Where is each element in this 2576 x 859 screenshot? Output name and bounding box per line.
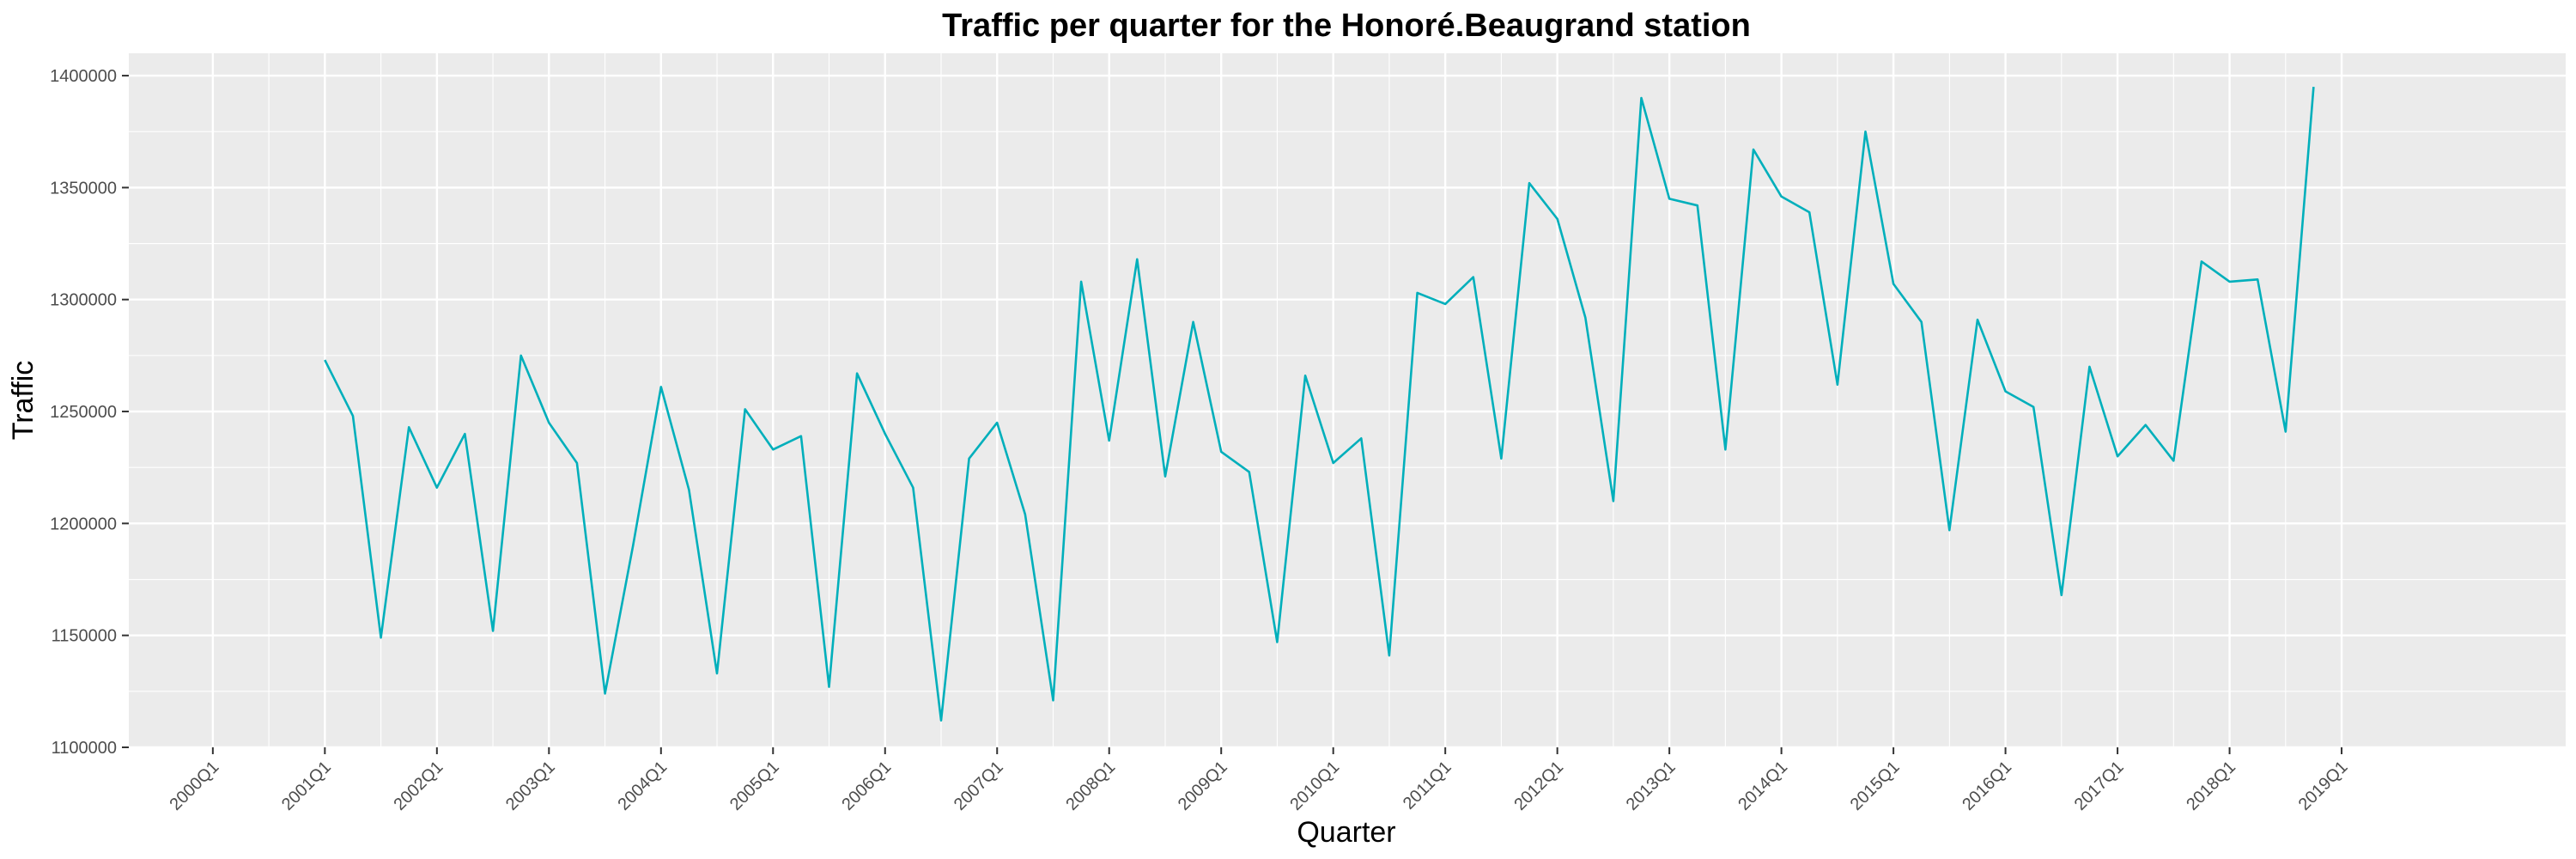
minor-gridlines — [129, 53, 2566, 747]
x-axis: 2000Q1 2001Q1 2002Q1 2003Q1 2004Q1 2005Q1 2006… — [167, 747, 2352, 814]
plot-panel — [129, 53, 2566, 747]
x-tick-label: 2014Q1 — [1735, 758, 1791, 814]
y-tick-label: 1100000 — [52, 739, 117, 758]
x-tick-label: 2018Q1 — [2183, 758, 2239, 814]
traffic-series-line — [324, 86, 2315, 722]
x-tick-label: 2017Q1 — [2071, 758, 2128, 814]
x-tick-label: 2012Q1 — [1510, 758, 1567, 814]
x-tick-label: 2015Q1 — [1847, 758, 1904, 814]
x-tick-label: 2007Q1 — [951, 758, 1007, 814]
y-tick-label: 1300000 — [50, 291, 117, 310]
x-tick-label: 2008Q1 — [1062, 758, 1119, 814]
y-tick-label: 1150000 — [52, 627, 117, 646]
x-tick-label: 2001Q1 — [278, 758, 335, 814]
x-tick-label: 2011Q1 — [1400, 758, 1455, 813]
x-tick-label: 2000Q1 — [167, 758, 223, 814]
y-tick-label: 1200000 — [50, 515, 117, 533]
x-tick-label: 2002Q1 — [390, 758, 447, 814]
major-gridlines — [129, 53, 2566, 749]
x-tick-label: 2010Q1 — [1286, 758, 1343, 814]
y-tick-label: 1400000 — [50, 67, 117, 86]
x-tick-label: 2006Q1 — [838, 758, 895, 814]
y-tick-label: 1250000 — [50, 403, 117, 422]
x-tick-label: 2013Q1 — [1623, 758, 1680, 814]
x-tick-label: 2016Q1 — [1959, 758, 2015, 814]
y-axis: 1100000 1150000 1200000 1250000 1300000 13500… — [50, 67, 129, 758]
x-tick-label: 2009Q1 — [1175, 758, 1231, 814]
x-tick-label: 2003Q1 — [502, 758, 559, 814]
y-tick-label: 1350000 — [50, 179, 117, 198]
chart-title: Traffic per quarter for the Honoré.Beaug… — [942, 8, 1751, 44]
x-tick-label: 2005Q1 — [726, 758, 783, 814]
x-axis-title: Quarter — [1297, 816, 1395, 849]
x-tick-label: 2019Q1 — [2295, 758, 2352, 814]
y-axis-title: Traffic — [7, 361, 39, 441]
x-tick-label: 2004Q1 — [614, 758, 671, 814]
